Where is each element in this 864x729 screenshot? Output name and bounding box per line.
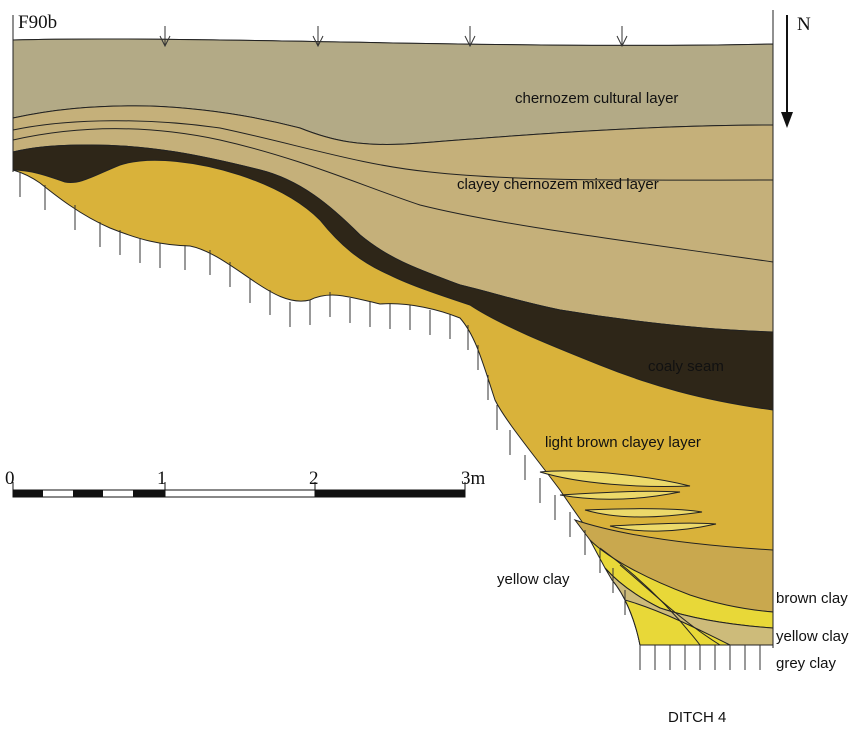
scale-label: 1 (157, 468, 167, 489)
surface-marker (464, 35, 476, 48)
layer-label: coaly seam (648, 358, 724, 375)
layer-line (619, 564, 721, 646)
scale-label: 2 (309, 468, 319, 489)
section-title: F90b (18, 12, 57, 33)
scale-segment (13, 490, 43, 497)
surface-marker (616, 35, 628, 48)
hatch-ticks (19, 172, 761, 670)
scale-label: 3m (461, 468, 486, 489)
lens (559, 490, 681, 500)
layer-label: light brown clayey layer (545, 434, 701, 451)
surface-marker (159, 35, 171, 48)
scale-label: 0 (5, 468, 15, 489)
mixed-sub-line (12, 120, 774, 181)
scale-segment (73, 490, 103, 497)
layer-label: yellow clay (776, 628, 849, 645)
ditch-label: DITCH 4 (668, 709, 726, 726)
scale-segment (133, 490, 165, 497)
layer-label: clayey chernozem mixed layer (457, 176, 659, 193)
layer-line (599, 547, 701, 646)
layer-label: grey clay (776, 655, 837, 672)
layer-label: brown clay (776, 590, 848, 607)
mixed-sub-line (12, 128, 774, 263)
north-label: N (797, 14, 811, 35)
surface-markers (159, 26, 628, 48)
layer-label: yellow clay (497, 571, 570, 588)
lens (584, 508, 703, 518)
scale-bar (12, 482, 466, 498)
layer-label: chernozem cultural layer (515, 90, 678, 107)
lens (539, 470, 691, 487)
north-arrowhead (781, 112, 793, 128)
coaly-seam (12, 144, 774, 411)
scale-segment (315, 490, 465, 497)
surface-marker (312, 35, 324, 48)
lens (609, 522, 717, 532)
